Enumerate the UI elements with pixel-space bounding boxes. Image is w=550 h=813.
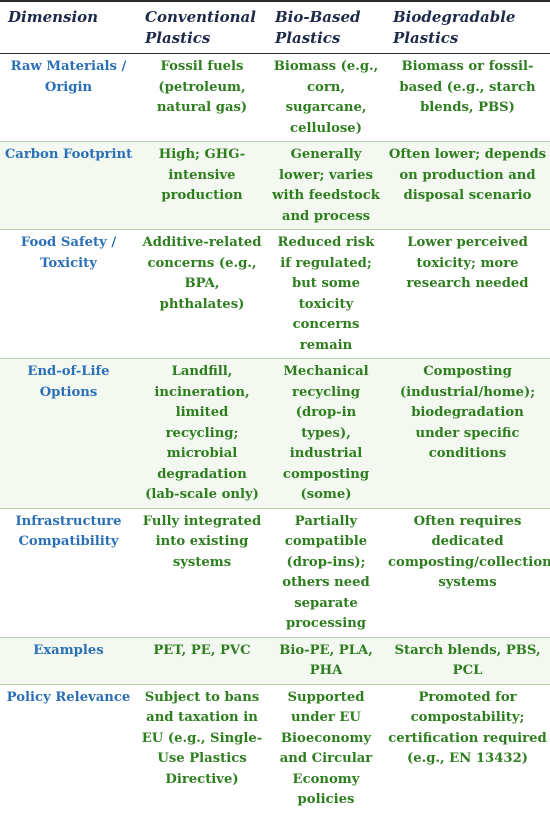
- cell-biodegradable: Starch blends, PBS, PCL: [385, 637, 550, 685]
- table-row: Policy Relevance Subject to bans and tax…: [0, 684, 550, 813]
- row-dimension-label: Infrastructure Compatibility: [0, 508, 137, 638]
- cell-biodegradable: Biomass or fossil-based (e.g., starch bl…: [385, 53, 550, 142]
- row-dimension-label: End-of-Life Options: [0, 358, 137, 509]
- cell-bio-based: Mechanical recycling (drop-in types), in…: [267, 358, 385, 509]
- cell-biodegradable: Often requires dedicated composting/coll…: [385, 508, 550, 638]
- table-header: Dimension Conventional Plastics Bio-Base…: [0, 2, 550, 54]
- cell-conventional: Additive-related concerns (e.g., BPA, ph…: [137, 229, 267, 359]
- row-dimension-label: Carbon Footprint: [0, 141, 137, 230]
- table-row: Food Safety / Toxicity Additive-related …: [0, 229, 550, 359]
- cell-bio-based: Supported under EU Bioeconomy and Circul…: [267, 684, 385, 813]
- table-row: Raw Materials / Origin Fossil fuels (pet…: [0, 53, 550, 142]
- cell-bio-based: Generally lower; varies with feedstock a…: [267, 141, 385, 230]
- cell-conventional: Fully integrated into existing systems: [137, 508, 267, 638]
- cell-biodegradable: Promoted for compostability; certificati…: [385, 684, 550, 813]
- table-row: Carbon Footprint High; GHG-intensive pro…: [0, 141, 550, 230]
- cell-conventional: Fossil fuels (petroleum, natural gas): [137, 53, 267, 142]
- cell-bio-based: Biomass (e.g., corn, sugarcane, cellulos…: [267, 53, 385, 142]
- header-conventional-plastics: Conventional Plastics: [137, 2, 267, 54]
- cell-bio-based: Partially compatible (drop-ins); others …: [267, 508, 385, 638]
- table-row: Examples PET, PE, PVC Bio-PE, PLA, PHA S…: [0, 637, 550, 685]
- cell-bio-based: Reduced risk if regulated; but some toxi…: [267, 229, 385, 359]
- row-dimension-label: Policy Relevance: [0, 684, 137, 813]
- header-bio-based-plastics: Bio-Based Plastics: [267, 2, 385, 54]
- cell-biodegradable: Often lower; depends on production and d…: [385, 141, 550, 230]
- row-dimension-label: Examples: [0, 637, 137, 685]
- cell-conventional: Subject to bans and taxation in EU (e.g.…: [137, 684, 267, 813]
- cell-bio-based: Bio-PE, PLA, PHA: [267, 637, 385, 685]
- cell-biodegradable: Lower perceived toxicity; more research …: [385, 229, 550, 359]
- row-dimension-label: Food Safety / Toxicity: [0, 229, 137, 359]
- table-row: End-of-Life Options Landfill, incinerati…: [0, 358, 550, 509]
- header-row: Dimension Conventional Plastics Bio-Base…: [0, 2, 550, 54]
- table-body: Raw Materials / Origin Fossil fuels (pet…: [0, 53, 550, 813]
- header-biodegradable-plastics: Biodegradable Plastics: [385, 2, 550, 54]
- cell-biodegradable: Composting (industrial/home); biodegrada…: [385, 358, 550, 509]
- cell-conventional: Landfill, incineration, limited recyclin…: [137, 358, 267, 509]
- cell-conventional: PET, PE, PVC: [137, 637, 267, 685]
- table-row: Infrastructure Compatibility Fully integ…: [0, 508, 550, 638]
- header-dimension: Dimension: [0, 2, 137, 54]
- cell-conventional: High; GHG-intensive production: [137, 141, 267, 230]
- row-dimension-label: Raw Materials / Origin: [0, 53, 137, 142]
